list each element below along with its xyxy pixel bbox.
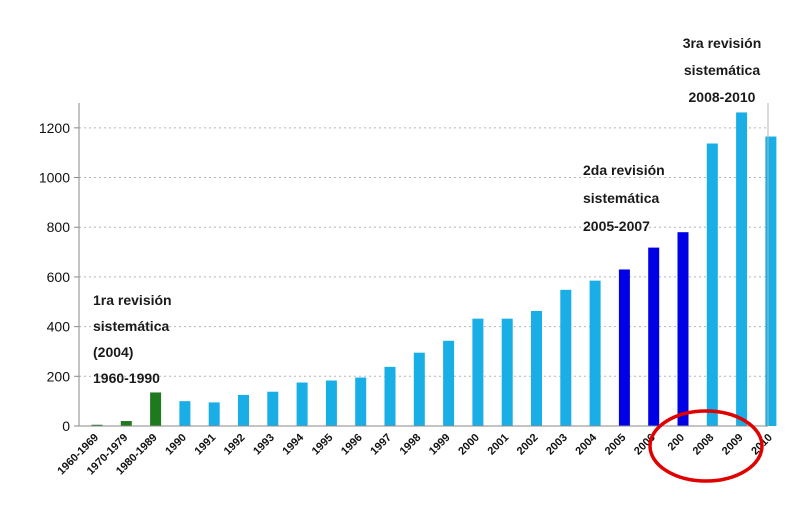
y-tick-label: 600 bbox=[47, 269, 71, 285]
y-tick-label: 400 bbox=[47, 319, 71, 335]
annotation-line: 1960-1990 bbox=[93, 370, 160, 386]
annotation-line: 2da revisión bbox=[583, 162, 665, 178]
y-tick-label: 1000 bbox=[39, 170, 70, 186]
axes bbox=[74, 103, 769, 427]
x-tick-label: 2005 bbox=[603, 432, 629, 458]
bar-1993 bbox=[267, 391, 279, 426]
annotation-line: sistemática bbox=[93, 318, 169, 334]
bar-2004 bbox=[589, 280, 601, 426]
x-tick-label: 2009 bbox=[720, 432, 746, 458]
annotation-line: 2008-2010 bbox=[689, 89, 756, 105]
bar-2006 bbox=[648, 247, 660, 426]
x-tick-label: 1995 bbox=[310, 432, 336, 458]
x-tick-label: 2008 bbox=[691, 432, 717, 458]
x-tick-label: 1992 bbox=[222, 432, 248, 458]
annotation-line: 3ra revisión bbox=[683, 35, 762, 51]
x-tick-label: 1994 bbox=[280, 431, 306, 457]
bar-2003 bbox=[560, 289, 572, 426]
y-tick-label: 200 bbox=[47, 368, 71, 384]
highlight bbox=[648, 409, 764, 483]
x-tick-label: 1999 bbox=[427, 432, 453, 458]
x-tick-label: 2002 bbox=[515, 432, 541, 458]
x-tick-label: 1997 bbox=[368, 432, 394, 458]
annotation-line: sistemática bbox=[684, 62, 760, 78]
x-tick-label: 2001 bbox=[486, 432, 512, 458]
y-tick-label: 1200 bbox=[39, 120, 70, 136]
y-tick-label: 0 bbox=[62, 418, 70, 434]
x-tick-label: 1996 bbox=[339, 432, 365, 458]
y-tick-labels: 0 200 400 600 800 1000 1200 bbox=[39, 120, 70, 434]
bar-2010 bbox=[765, 136, 777, 427]
annotation-2: 2da revisión sistemática 2005-2007 bbox=[583, 162, 665, 234]
bar-2009 bbox=[736, 112, 748, 427]
bar-1998 bbox=[413, 352, 425, 426]
highlight-ellipse bbox=[648, 409, 764, 483]
bar-2000 bbox=[472, 318, 484, 426]
annotations: 1ra revisión sistemática (2004) 1960-1990 2d… bbox=[93, 35, 761, 386]
annotation-line: 1ra revisión bbox=[93, 292, 172, 308]
bar-1999 bbox=[443, 340, 455, 426]
bar-1990 bbox=[179, 401, 191, 426]
bar-1996 bbox=[355, 377, 367, 426]
annotation-line: (2004) bbox=[93, 344, 133, 360]
x-tick-label: 1998 bbox=[398, 432, 424, 458]
x-tick-label: 1990 bbox=[163, 432, 189, 458]
bar-1980-1989 bbox=[150, 392, 162, 426]
annotation-line: sistemática bbox=[583, 190, 659, 206]
bar-2008 bbox=[706, 143, 718, 426]
annotation-line: 2005-2007 bbox=[583, 218, 650, 234]
bars bbox=[91, 112, 777, 427]
bar-2007 bbox=[677, 232, 689, 426]
x-tick-label: 200 bbox=[666, 432, 687, 453]
bar-1991 bbox=[208, 402, 220, 426]
bar-1994 bbox=[296, 382, 308, 426]
x-tick-label: 2004 bbox=[573, 431, 599, 457]
bar-2002 bbox=[531, 310, 542, 426]
annotation-3: 3ra revisión sistemática 2008-2010 bbox=[683, 35, 762, 105]
annotation-1: 1ra revisión sistemática (2004) 1960-1990 bbox=[93, 292, 172, 386]
x-tick-label: 1991 bbox=[193, 432, 219, 458]
bar-1995 bbox=[325, 380, 337, 426]
bar-2001 bbox=[501, 318, 513, 426]
bar-1970-1979 bbox=[120, 421, 132, 426]
x-tick-label: 1993 bbox=[251, 432, 277, 458]
bar-1992 bbox=[238, 394, 249, 426]
bar-2005 bbox=[618, 269, 630, 426]
x-tick-label: 2003 bbox=[544, 432, 570, 458]
x-tick-label: 2000 bbox=[456, 432, 482, 458]
y-tick-label: 800 bbox=[47, 219, 71, 235]
bar-1997 bbox=[384, 366, 396, 426]
bar-1960-1969 bbox=[91, 424, 103, 426]
